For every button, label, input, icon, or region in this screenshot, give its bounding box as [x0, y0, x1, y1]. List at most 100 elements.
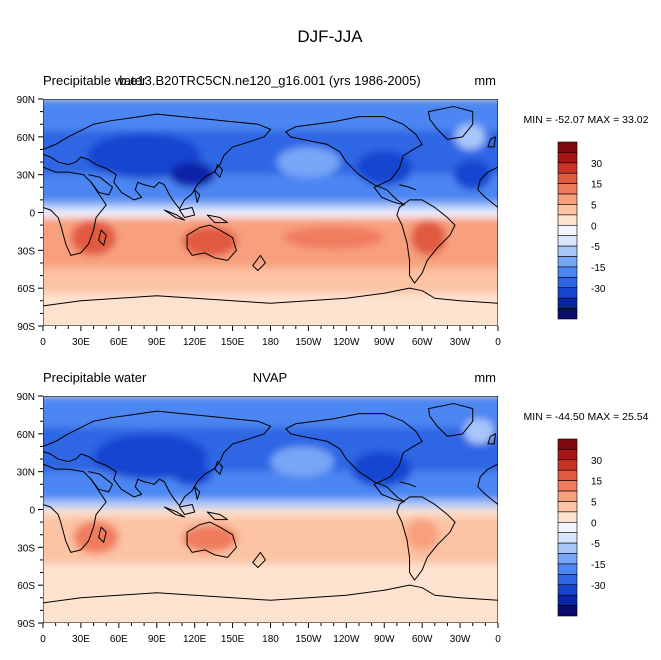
top-blob-india	[169, 162, 215, 188]
bottom-blob-india	[171, 462, 213, 486]
top-colorbar-swatch	[557, 224, 578, 237]
top-map	[43, 99, 498, 326]
bottom-colorbar-label: 5	[591, 497, 597, 508]
top-xtick-label: 60E	[110, 337, 128, 348]
bottom-ytick-label: 30N	[17, 468, 35, 479]
top-blob-atlantic	[453, 159, 492, 190]
top-blob-pacific	[276, 146, 341, 178]
top-ytick-label: 30N	[17, 171, 35, 182]
bottom-xtick-label: 150E	[221, 634, 245, 645]
top-xtick-label: 180	[262, 337, 279, 348]
bottom-colorbar-swatch	[557, 501, 578, 513]
top-colorbar-swatch	[557, 287, 578, 299]
top-colorbar-swatch	[557, 297, 578, 309]
bottom-colorbar-label: -5	[591, 539, 600, 550]
top-ytick-label: 90N	[17, 95, 35, 106]
bottom-xtick-label: 90E	[148, 634, 166, 645]
bottom-colorbar-label: -30	[591, 581, 606, 592]
top-colorbar-label: 5	[591, 200, 597, 211]
bottom-xtick-label: 120W	[333, 634, 360, 645]
bottom-blob-australia	[182, 524, 238, 553]
bottom-units: mm	[474, 370, 496, 385]
top-band-equator	[43, 202, 498, 210]
bottom-colorbar-swatch	[557, 438, 578, 450]
bottom-ytick-label: 90N	[17, 392, 35, 403]
bottom-colorbar-swatch	[557, 553, 578, 565]
bottom-case-label: NVAP	[253, 370, 287, 385]
figure-title: DJF-JJA	[297, 27, 363, 46]
top-colorbar-swatch	[557, 308, 578, 320]
bottom-band-sh-mid	[43, 563, 498, 589]
bottom-ytick-label: 60S	[17, 581, 35, 592]
top-xtick-label: 60W	[412, 337, 433, 348]
bottom-colorbar-swatch	[557, 449, 578, 461]
top-ytick-label: 90S	[17, 322, 35, 333]
bottom-xtick-label: 180	[262, 634, 279, 645]
bottom-colorbar-swatch	[557, 605, 578, 617]
bottom-xtick-label: 60E	[110, 634, 128, 645]
bottom-band-arctic	[43, 396, 498, 428]
top-xtick-label: 90E	[148, 337, 166, 348]
bottom-colorbar-swatch	[557, 459, 578, 471]
top-colorbar-swatch	[557, 214, 578, 226]
bottom-colorbar-swatch	[557, 594, 578, 606]
bottom-colorbar-swatch	[557, 469, 578, 481]
top-colorbar-label: -15	[591, 263, 606, 274]
bottom-colorbar-swatch	[557, 521, 578, 534]
bottom-blob-greenland	[463, 418, 495, 444]
bottom-colorbar-label: -15	[591, 560, 606, 571]
panel-top: Precipitable water b.e13.B20TRC5CN.ne120…	[17, 73, 649, 348]
top-xtick-label: 90W	[374, 337, 395, 348]
top-blob-spacific	[283, 226, 385, 250]
bottom-colorbar-label: 15	[591, 477, 603, 488]
top-band-itcz	[43, 209, 498, 218]
bottom-variable-label: Precipitable water	[43, 370, 147, 385]
top-xtick-label: 150W	[295, 337, 322, 348]
bottom-xtick-label: 150W	[295, 634, 322, 645]
top-colorbar: 30 15 5 0 -5 -15 -30	[557, 141, 606, 320]
bottom-ytick-label: 60N	[17, 430, 35, 441]
top-variable-label: Precipitable water	[43, 73, 147, 88]
top-xtick-label: 0	[40, 337, 46, 348]
bottom-map	[43, 396, 498, 623]
top-band-arctic	[43, 99, 498, 131]
bottom-xtick-label: 0	[40, 634, 46, 645]
top-colorbar-swatch	[557, 277, 578, 289]
top-colorbar-label: -30	[591, 284, 606, 295]
top-colorbar-swatch	[557, 162, 578, 174]
bottom-xtick-label: 30E	[72, 634, 90, 645]
top-colorbar-swatch	[557, 183, 578, 195]
bottom-colorbar-swatch	[557, 490, 578, 502]
top-colorbar-swatch	[557, 245, 578, 257]
bottom-ytick-label: 30S	[17, 543, 35, 554]
top-case-label: b.e13.B20TRC5CN.ne120_g16.001 (yrs 1986-…	[119, 73, 420, 88]
top-band-sh-mid	[43, 267, 498, 294]
top-colorbar-swatch	[557, 235, 578, 247]
top-blob-namerica	[356, 150, 413, 187]
top-blob-asia	[87, 133, 201, 179]
top-stats: MIN = -52.07 MAX = 33.02	[524, 114, 649, 126]
top-colorbar-label: -5	[591, 242, 600, 253]
top-ytick-label: 30S	[17, 246, 35, 257]
top-colorbar-swatch	[557, 266, 578, 278]
bottom-xtick-label: 60W	[412, 634, 433, 645]
top-colorbar-swatch	[557, 204, 578, 216]
bottom-ytick-label: 0	[29, 506, 35, 517]
bottom-colorbar: 30 15 5 0 -5 -15 -30	[557, 438, 606, 617]
bottom-colorbar-swatch	[557, 563, 578, 575]
top-xtick-label: 30E	[72, 337, 90, 348]
top-blob-australia	[182, 226, 238, 257]
panel-bottom: Precipitable water NVAP mm MIN = -44.50 …	[17, 370, 649, 645]
bottom-colorbar-swatch	[557, 584, 578, 596]
bottom-band-equator	[43, 499, 498, 509]
top-colorbar-swatch	[557, 172, 578, 184]
bottom-field	[43, 396, 498, 623]
top-xtick-label: 120W	[333, 337, 360, 348]
bottom-blob-samerica	[405, 518, 439, 552]
top-colorbar-label: 30	[591, 159, 603, 170]
bottom-xtick-label: 0	[495, 634, 501, 645]
bottom-colorbar-swatch	[557, 574, 578, 586]
bottom-xtick-label: 120E	[183, 634, 207, 645]
top-axes: 0 30E 60E 90E 120E 150E 180 150W 120W 90W 60W 30W 09…	[17, 95, 502, 348]
bottom-colorbar-swatch	[557, 532, 578, 544]
